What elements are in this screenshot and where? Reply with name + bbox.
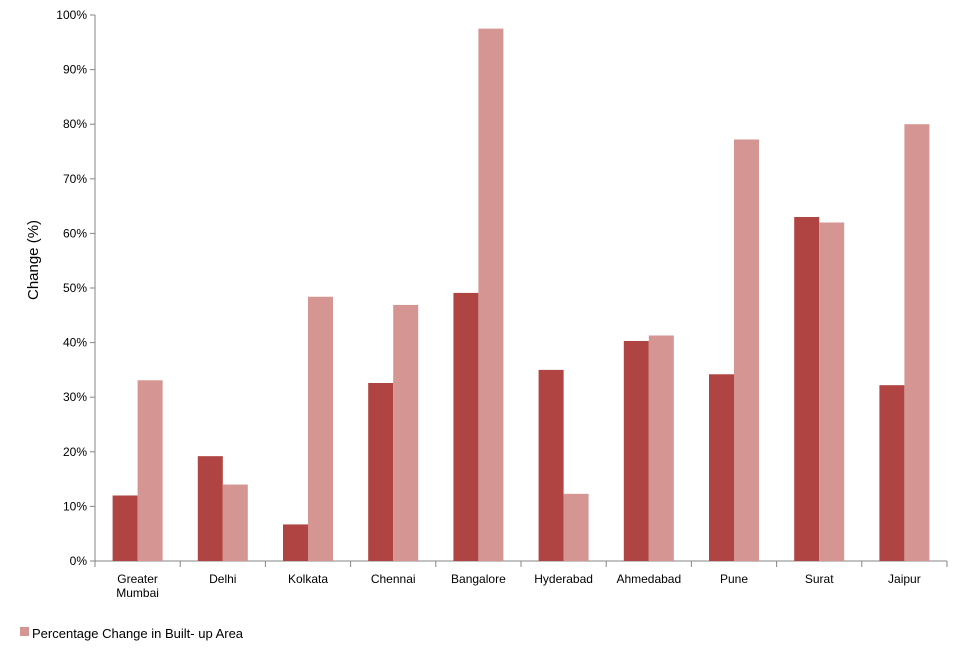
legend: nPercentage Change in Built- up Area	[20, 626, 244, 641]
bars	[112, 28, 930, 562]
y-tick-label: 20%	[63, 445, 87, 459]
bar-series-1-kolkata	[283, 524, 308, 561]
y-tick-label: 60%	[63, 226, 87, 240]
y-tick-label: 0%	[70, 554, 88, 568]
y-tick-label: 10%	[63, 499, 87, 513]
legend-label-series-2: Percentage Change in Built- up Area	[32, 626, 244, 641]
x-category-label: Jaipur	[888, 572, 921, 586]
y-tick-label: 30%	[63, 390, 87, 404]
x-category-label: Delhi	[209, 572, 236, 586]
bar-series-1-ahmedabad	[623, 340, 649, 561]
x-category-label: Ahmedabad	[616, 572, 681, 586]
bar-series-1-bangalore	[453, 292, 479, 561]
bar-series-1-hyderabad	[538, 369, 564, 561]
bar-series-2-surat	[819, 222, 845, 562]
x-category-label: Surat	[805, 572, 834, 586]
bar-series-1-surat	[794, 217, 820, 561]
bar-series-2-pune	[734, 139, 759, 561]
bar-series-2-jaipur	[904, 124, 930, 561]
bar-series-2-ahmedabad	[648, 335, 674, 561]
bar-series-2-kolkata	[308, 296, 333, 561]
x-category-label: Chennai	[371, 572, 416, 586]
x-category-label: Greater Mumbai	[116, 572, 159, 600]
axes: 0% 10% 20% 30% 40% 50% 60% 70% 80% 90% 100% Greater…	[56, 8, 948, 600]
y-axis-title: Change (%)	[25, 220, 42, 300]
bar-series-1-jaipur	[879, 385, 905, 561]
y-tick-label: 50%	[63, 281, 87, 295]
bar-series-2-bangalore	[478, 28, 504, 561]
legend-swatch-series-2	[20, 627, 29, 636]
bar-series-1-greater-mumbai	[112, 495, 138, 561]
bar-series-1-chennai	[368, 383, 394, 561]
x-category-label: Bangalore	[451, 572, 506, 586]
bar-series-2-delhi	[222, 484, 248, 561]
bar-series-2-greater-mumbai	[137, 380, 163, 561]
bar-series-2-chennai	[393, 304, 419, 561]
x-category-label: Pune	[720, 572, 748, 586]
x-category-label: Hyderabad	[534, 572, 593, 586]
y-tick-label: 80%	[63, 117, 87, 131]
bar-series-1-delhi	[197, 456, 223, 561]
bar-series-2-hyderabad	[563, 493, 589, 561]
x-category-label: Kolkata	[288, 572, 328, 586]
y-tick-label: 40%	[63, 336, 87, 350]
bar-series-1-pune	[709, 374, 734, 561]
y-tick-label: 70%	[63, 172, 87, 186]
y-tick-label: 90%	[63, 63, 87, 77]
y-tick-label: 100%	[56, 8, 87, 22]
